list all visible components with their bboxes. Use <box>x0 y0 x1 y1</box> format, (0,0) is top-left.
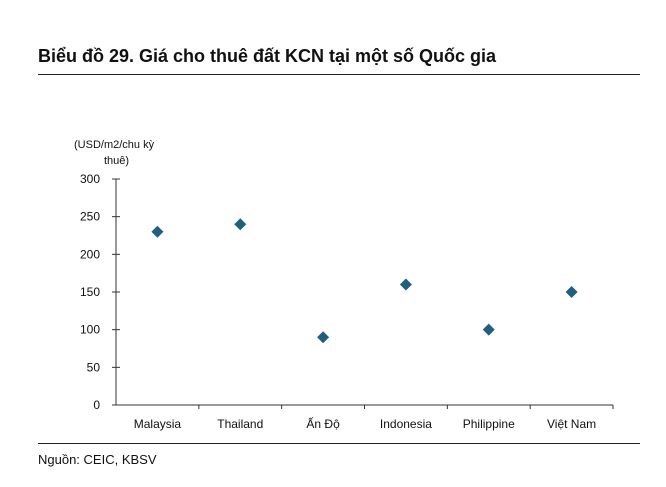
y-tick-label: 250 <box>80 210 100 224</box>
data-point-việt-nam <box>565 286 578 298</box>
x-axis: Malaysia Thailand Ấn Độ Indonesia Philippine… <box>116 404 614 431</box>
chart-title: Biểu đồ 29. Giá cho thuê đất KCN tại một… <box>38 46 497 66</box>
data-point-indonesia <box>399 278 412 291</box>
data-point-ấn-độ <box>317 331 330 344</box>
x-tick-label: Philippine <box>463 417 515 431</box>
data-point-philippine <box>482 323 495 336</box>
y-axis-label-line: (USD/m2/chu kỳ <box>74 139 155 151</box>
x-tick-label: Việt Nam <box>547 417 596 431</box>
source-divider <box>38 443 640 444</box>
data-points <box>151 218 578 344</box>
x-tick-label: Malaysia <box>134 417 182 431</box>
y-tick-label: 50 <box>87 360 101 374</box>
source-note: Nguồn: CEIC, KBSV <box>38 452 157 467</box>
x-tick-label: Indonesia <box>380 417 432 431</box>
y-tick-label: 150 <box>80 285 100 299</box>
y-axis: 0 50 100 150 200 250 300 <box>80 172 120 412</box>
y-axis-label: (USD/m2/chu kỳ thuê) <box>74 139 155 167</box>
x-tick-label: Thailand <box>217 417 263 431</box>
y-tick-label: 200 <box>80 247 100 261</box>
y-tick-label: 0 <box>93 398 100 412</box>
x-tick-label: Ấn Độ <box>306 416 340 431</box>
data-point-malaysia <box>151 225 164 238</box>
y-axis-label-line: thuê) <box>104 155 129 167</box>
y-tick-label: 300 <box>80 172 100 186</box>
data-point-thailand <box>234 218 247 231</box>
title-divider <box>38 74 640 75</box>
y-tick-label: 100 <box>80 323 100 337</box>
